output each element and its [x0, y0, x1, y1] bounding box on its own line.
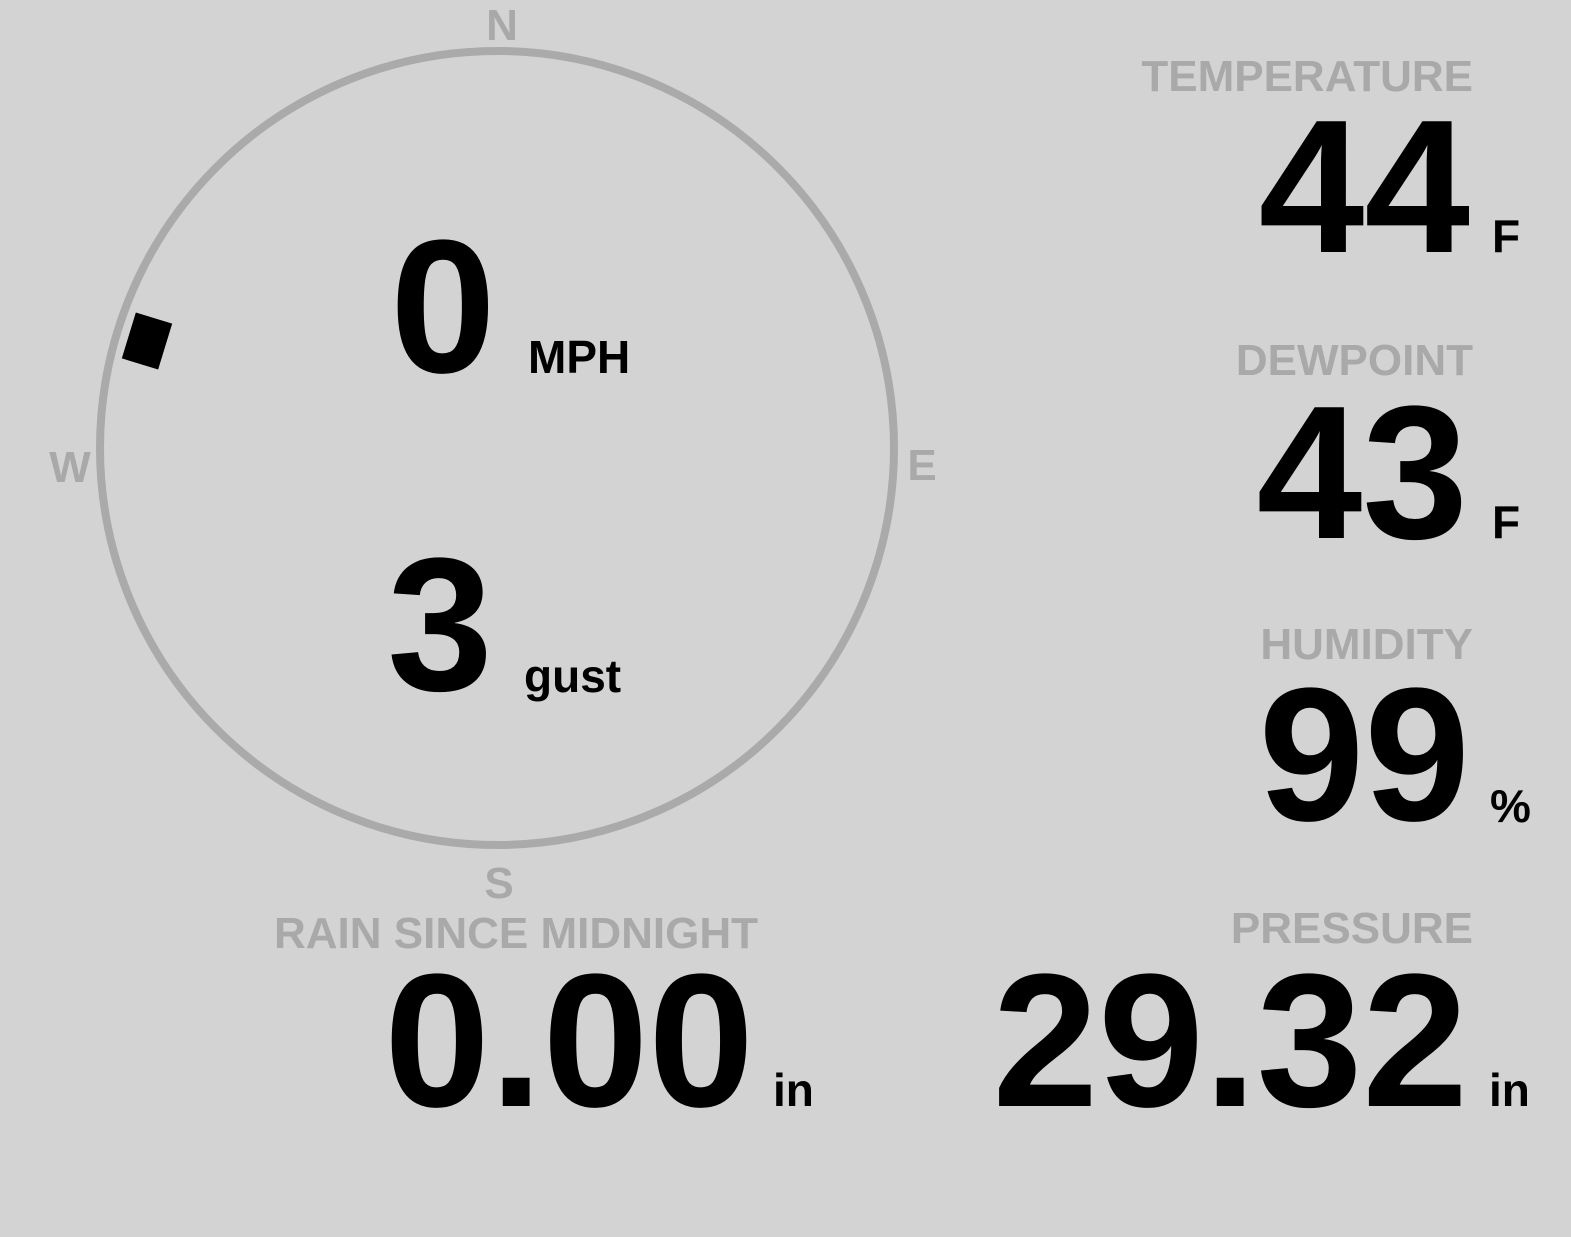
wind-gust: 3: [387, 519, 493, 731]
temperature-unit: F: [1492, 210, 1520, 262]
compass-ring: [96, 47, 898, 849]
temperature-label: TEMPERATURE: [1141, 52, 1473, 101]
pressure-value: 29.32: [993, 935, 1468, 1147]
temperature-value: 44: [1259, 81, 1470, 293]
rain-unit: in: [773, 1064, 814, 1116]
compass-east: E: [907, 441, 936, 490]
rain-value: 0.00: [384, 935, 754, 1147]
rain-label: RAIN SINCE MIDNIGHT: [274, 909, 758, 958]
humidity-value: 99: [1259, 649, 1470, 861]
wind-speed-unit: MPH: [528, 331, 630, 383]
pressure-unit: in: [1489, 1064, 1530, 1116]
compass-south: S: [484, 859, 513, 908]
wind-direction-marker: [121, 312, 173, 370]
humidity-unit: %: [1490, 780, 1531, 832]
dewpoint-unit: F: [1492, 496, 1520, 548]
compass-west: W: [49, 443, 91, 492]
wind-speed: 0: [390, 201, 496, 413]
humidity-label: HUMIDITY: [1260, 620, 1473, 669]
dewpoint-label: DEWPOINT: [1236, 336, 1473, 385]
pressure-label: PRESSURE: [1231, 904, 1473, 953]
dewpoint-value: 43: [1257, 367, 1468, 579]
compass-north: N: [486, 1, 518, 50]
wind-gust-unit: gust: [524, 650, 621, 702]
